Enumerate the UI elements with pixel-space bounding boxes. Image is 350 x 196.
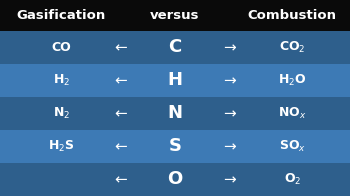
Text: CO$_2$: CO$_2$: [279, 40, 306, 55]
Bar: [0, 130, 350, 163]
Text: CO: CO: [51, 41, 71, 54]
Text: S: S: [168, 137, 182, 155]
Text: →: →: [223, 106, 236, 121]
Bar: [0, 97, 350, 130]
Text: N$_2$: N$_2$: [52, 106, 70, 121]
Text: NO$_x$: NO$_x$: [278, 106, 307, 121]
Text: O$_2$: O$_2$: [284, 172, 301, 187]
Bar: [0, 64, 350, 97]
Text: ←: ←: [114, 40, 127, 55]
Text: O: O: [167, 171, 183, 189]
Text: ←: ←: [114, 73, 127, 88]
Text: ←: ←: [114, 139, 127, 154]
Text: ←: ←: [114, 106, 127, 121]
Bar: [0, 163, 350, 196]
Text: Combustion: Combustion: [248, 9, 337, 22]
Text: versus: versus: [150, 9, 200, 22]
Text: →: →: [223, 172, 236, 187]
Text: →: →: [223, 73, 236, 88]
Text: Gasification: Gasification: [16, 9, 106, 22]
Text: ←: ←: [114, 172, 127, 187]
Text: N: N: [168, 104, 182, 122]
Text: C: C: [168, 38, 182, 56]
Text: SO$_x$: SO$_x$: [279, 139, 306, 154]
Text: →: →: [223, 139, 236, 154]
Bar: [0, 0, 350, 31]
Text: H: H: [168, 72, 182, 90]
Text: H$_2$S: H$_2$S: [48, 139, 75, 154]
Bar: [0, 31, 350, 64]
Text: →: →: [223, 40, 236, 55]
Text: H$_2$O: H$_2$O: [278, 73, 307, 88]
Text: H$_2$: H$_2$: [52, 73, 70, 88]
